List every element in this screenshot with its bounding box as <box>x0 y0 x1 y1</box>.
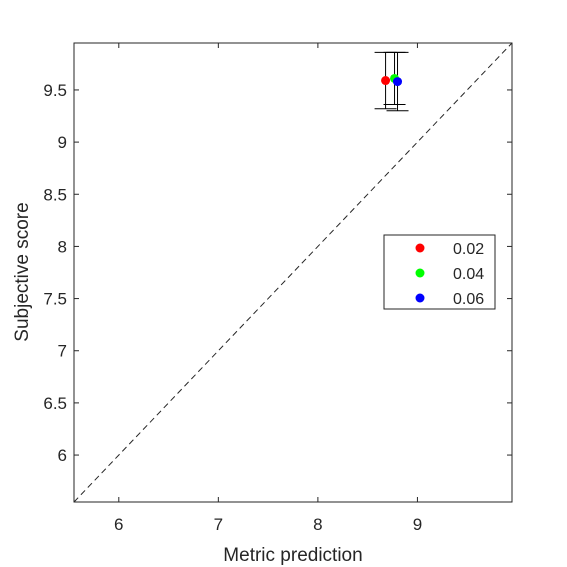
y-tick-label: 9 <box>58 133 67 152</box>
y-tick-label: 7 <box>58 342 67 361</box>
data-point-0.06 <box>393 77 403 87</box>
legend-label: 0.02 <box>453 241 484 258</box>
data-point-0.02 <box>381 76 391 86</box>
y-tick-label: 8 <box>58 237 67 256</box>
legend-marker-0.04 <box>415 268 425 278</box>
x-tick-label: 7 <box>214 515 223 534</box>
y-tick-label: 6.5 <box>43 394 67 413</box>
legend-label: 0.06 <box>453 291 484 308</box>
y-tick-label: 7.5 <box>43 290 67 309</box>
x-tick-label: 6 <box>114 515 123 534</box>
legend-box <box>383 234 496 310</box>
axis-ticks: 6 7 8 9 6 6.5 7 7.5 8 8.5 9 9.5 <box>43 43 512 534</box>
identity-reference-line <box>73 42 513 503</box>
y-tick-label: 6 <box>58 446 67 465</box>
legend-marker-0.02 <box>415 243 425 253</box>
x-tick-label: 9 <box>413 515 422 534</box>
x-tick-label: 8 <box>313 515 322 534</box>
legend-label: 0.04 <box>453 266 484 283</box>
x-axis-title: Metric prediction <box>223 545 362 566</box>
y-axis-title: Subjective score <box>12 202 33 341</box>
y-tick-label: 9.5 <box>43 81 67 100</box>
data-marks <box>374 51 409 112</box>
y-tick-label: 8.5 <box>43 185 67 204</box>
legend-marker-0.06 <box>415 293 425 303</box>
legend: 0.02 0.04 0.06 <box>383 234 496 310</box>
